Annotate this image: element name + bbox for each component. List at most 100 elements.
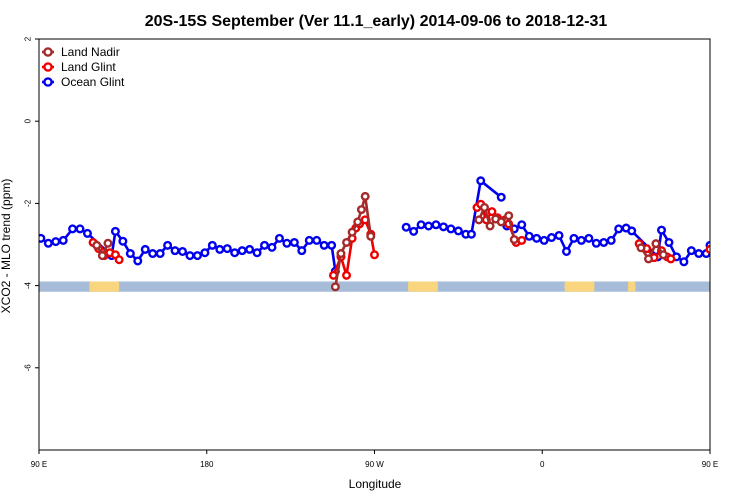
legend-label-ocean-glint: Ocean Glint xyxy=(61,75,125,89)
land-nadir-point xyxy=(509,235,519,245)
ocean-glint-point xyxy=(424,221,434,231)
land-nadir-point xyxy=(485,221,495,231)
ocean-glint-point xyxy=(148,249,158,259)
land-nadir-point xyxy=(643,254,653,264)
y-tick-label: -4 xyxy=(23,281,32,289)
y-tick-label: -6 xyxy=(23,364,32,372)
ocean-glint-point xyxy=(118,236,128,246)
ocean-glint-point xyxy=(466,229,476,239)
legend-swatch-marker-ocean-glint xyxy=(43,77,53,87)
land-nadir-point xyxy=(92,240,102,250)
ocean-glint-point xyxy=(686,246,696,256)
land-nadir-point xyxy=(636,243,646,253)
ocean-glint-point xyxy=(155,249,165,259)
ocean-glint-point xyxy=(591,238,601,248)
ocean-glint-point xyxy=(409,226,419,236)
land-band-segment xyxy=(627,281,636,292)
ocean-glint-point xyxy=(245,244,255,254)
land-glint-point xyxy=(666,254,676,264)
plot-area xyxy=(39,176,710,292)
land-nadir-point xyxy=(353,217,363,227)
land-nadir-point xyxy=(347,227,357,237)
ocean-glint-point xyxy=(438,222,448,232)
y-tick-label: 0 xyxy=(23,118,32,123)
ocean-glint-point xyxy=(274,233,284,243)
ocean-glint-point xyxy=(327,240,337,250)
ocean-glint-point xyxy=(679,257,689,267)
ocean-glint-point xyxy=(539,235,549,245)
ocean-glint-point xyxy=(58,235,68,245)
ocean-glint-point xyxy=(431,220,441,230)
ocean-glint-point xyxy=(416,220,426,230)
ocean-glint-point xyxy=(230,248,240,258)
ocean-glint-point xyxy=(75,224,85,234)
land-band-segment xyxy=(564,281,595,292)
ocean-glint-point xyxy=(664,237,674,247)
legend-label-land-nadir: Land Nadir xyxy=(61,45,120,59)
ocean-glint-point xyxy=(43,238,53,248)
ocean-glint-point xyxy=(554,230,564,240)
land-nadir-point xyxy=(97,251,107,261)
x-tick-label: 90 W xyxy=(365,460,384,469)
ocean-glint-point xyxy=(178,246,188,256)
land-glint-point xyxy=(705,244,710,254)
y-axis-title: XCO2 - MLO trend (ppm) xyxy=(0,179,13,314)
ocean-glint-point xyxy=(319,240,329,250)
ocean-glint-point xyxy=(627,226,637,236)
ocean-glint-point xyxy=(446,224,456,234)
ocean-glint-point xyxy=(68,224,78,234)
ocean-glint-point xyxy=(133,256,143,266)
ocean-glint-point xyxy=(401,222,411,232)
plot-frame xyxy=(38,38,711,451)
ocean-glint-point xyxy=(694,249,704,259)
ocean-glint-point xyxy=(282,238,292,248)
land-nadir-point xyxy=(336,249,346,259)
ocean-glint-point xyxy=(163,240,173,250)
ocean-glint-point xyxy=(606,235,616,245)
land-nadir-point xyxy=(496,217,506,227)
ocean-glint-point xyxy=(51,237,61,247)
land-nadir-point xyxy=(366,231,376,241)
ocean-glint-point xyxy=(657,225,667,235)
land-nadir-point xyxy=(658,250,668,260)
ocean-glint-point xyxy=(532,233,542,243)
ocean-glint-point xyxy=(237,246,247,256)
land-glint-point xyxy=(342,270,352,280)
ocean-glint-point xyxy=(524,231,534,241)
chart-title: 20S-15S September (Ver 11.1_early) 2014-… xyxy=(145,13,608,30)
land-nadir-point xyxy=(504,211,514,221)
land-glint-point xyxy=(517,235,527,245)
x-tick-label: 90 E xyxy=(31,460,47,469)
ocean-glint-point xyxy=(215,244,225,254)
ocean-glint-point xyxy=(200,248,210,258)
ocean-glint-point xyxy=(110,226,120,236)
land-band-segment xyxy=(408,281,438,292)
ocean-glint-point xyxy=(260,240,270,250)
land-glint-point xyxy=(114,255,124,265)
y-tick-label: -2 xyxy=(23,199,32,207)
y-tick-label: 2 xyxy=(23,36,32,41)
land-nadir-point xyxy=(356,205,366,215)
ocean-glint-point xyxy=(312,235,322,245)
ocean-glint-point xyxy=(561,246,571,256)
land-nadir-point xyxy=(474,215,484,225)
land-glint-point xyxy=(370,250,380,260)
legend-swatch-marker-land-glint xyxy=(43,62,53,72)
land-nadir-line xyxy=(639,242,665,261)
ocean-glint-point xyxy=(289,237,299,247)
land-nadir-point xyxy=(360,191,370,201)
ocean-glint-point xyxy=(267,242,277,252)
x-tick-label: 180 xyxy=(200,460,214,469)
land-nadir-point xyxy=(479,203,489,213)
ocean-glint-point xyxy=(584,233,594,243)
x-tick-label: 90 E xyxy=(702,460,718,469)
land-nadir-point xyxy=(103,238,113,248)
ocean-glint-point xyxy=(304,235,314,245)
ocean-glint-point xyxy=(185,251,195,261)
x-tick-label: 0 xyxy=(540,460,545,469)
land-nadir-point xyxy=(330,282,340,292)
ocean-glint-point xyxy=(207,240,217,250)
ocean-glint-point xyxy=(140,244,150,254)
